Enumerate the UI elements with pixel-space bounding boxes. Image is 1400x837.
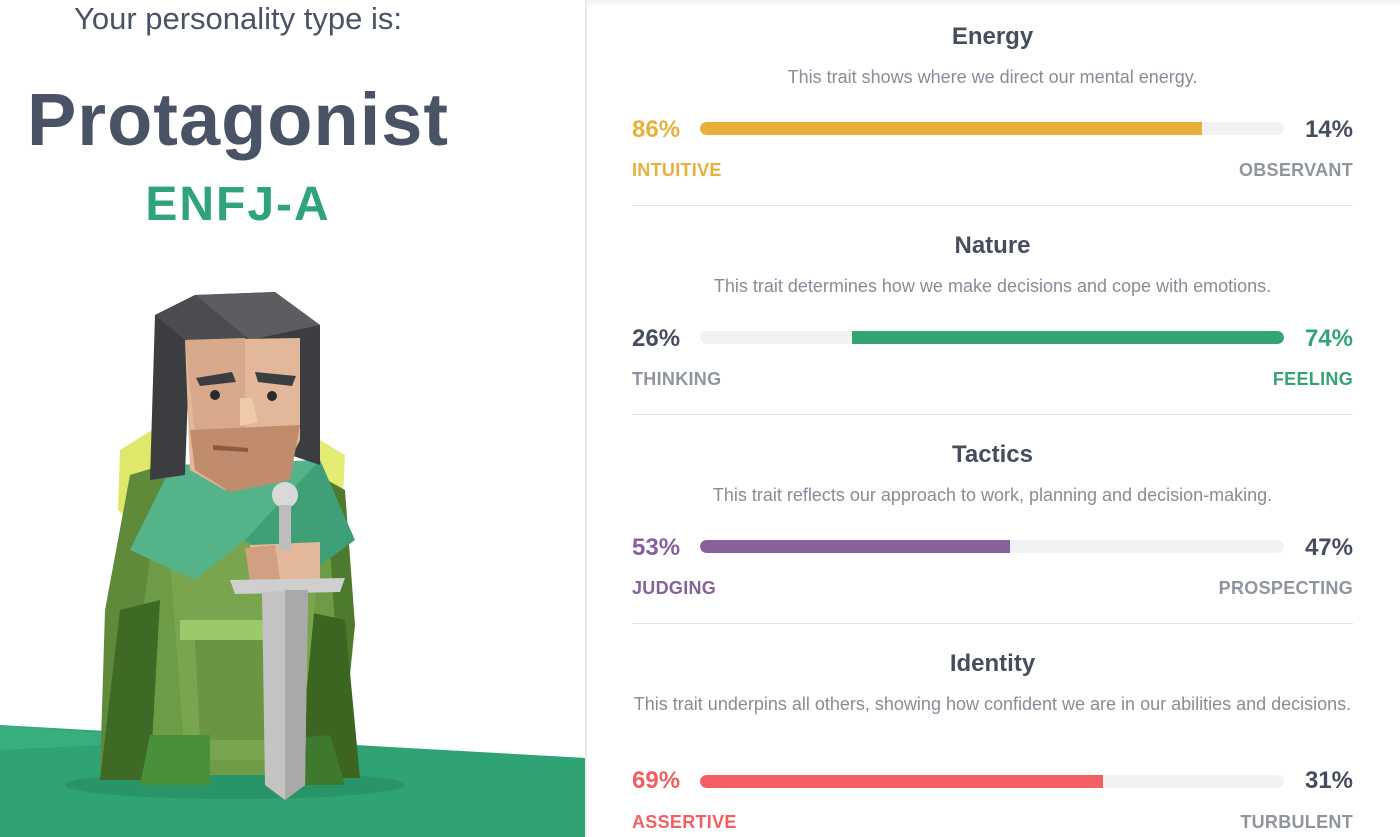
- trait-progress-fill: [700, 540, 1010, 553]
- trait-right-percent: 31%: [1304, 767, 1353, 794]
- top-edge: [587, 0, 1400, 6]
- traits-panel: Energy This trait shows where we direct …: [587, 0, 1400, 837]
- trait-description: This trait underpins all others, showing…: [633, 694, 1352, 714]
- trait-description: This trait reflects our approach to work…: [712, 485, 1273, 505]
- trait-progress-track: [700, 775, 1284, 788]
- trait-left-percent: 53%: [632, 534, 681, 561]
- trait-title: Tactics: [952, 441, 1033, 468]
- type-panel: Your personality type is: Protagonist EN…: [0, 0, 586, 837]
- trait-separator: [632, 414, 1353, 415]
- type-name: Protagonist: [26, 78, 450, 161]
- trait-progress-fill: [700, 775, 1103, 788]
- trait-separator: [632, 623, 1353, 624]
- trait-progress-track: [700, 122, 1284, 135]
- trait-left-percent: 69%: [632, 767, 681, 794]
- trait-title: Nature: [954, 232, 1031, 259]
- trait-separator: [632, 205, 1353, 206]
- trait-description: This trait shows where we direct our men…: [787, 67, 1198, 87]
- trait-left-percent: 86%: [632, 116, 681, 143]
- trait-left-percent: 26%: [632, 325, 681, 352]
- trait-progress-fill: [700, 122, 1202, 135]
- protagonist-illustration: [0, 292, 586, 837]
- trait-right-percent: 14%: [1304, 116, 1353, 143]
- trait-right-label: OBSERVANT: [1238, 160, 1353, 180]
- trait-left-label: INTUITIVE: [632, 160, 722, 180]
- panel-divider: [585, 0, 587, 837]
- trait-right-label: PROSPECTING: [1218, 578, 1353, 598]
- trait-progress-track: [700, 540, 1284, 553]
- trait-progress-fill: [852, 331, 1284, 344]
- type-code: ENFJ-A: [145, 178, 331, 231]
- trait-description: This trait determines how we make decisi…: [713, 276, 1272, 296]
- trait-right-label: TURBULENT: [1240, 812, 1353, 832]
- trait-title: Identity: [949, 650, 1036, 677]
- trait-title: Energy: [951, 23, 1034, 50]
- trait-right-label: FEELING: [1272, 369, 1353, 389]
- trait-right-percent: 47%: [1304, 534, 1353, 561]
- trait-left-label: ASSERTIVE: [632, 812, 737, 832]
- trait-left-label: THINKING: [632, 369, 722, 389]
- type-intro: Your personality type is:: [74, 1, 402, 36]
- trait-progress-track: [700, 331, 1284, 344]
- trait-left-label: JUDGING: [632, 578, 717, 598]
- trait-right-percent: 74%: [1304, 325, 1353, 352]
